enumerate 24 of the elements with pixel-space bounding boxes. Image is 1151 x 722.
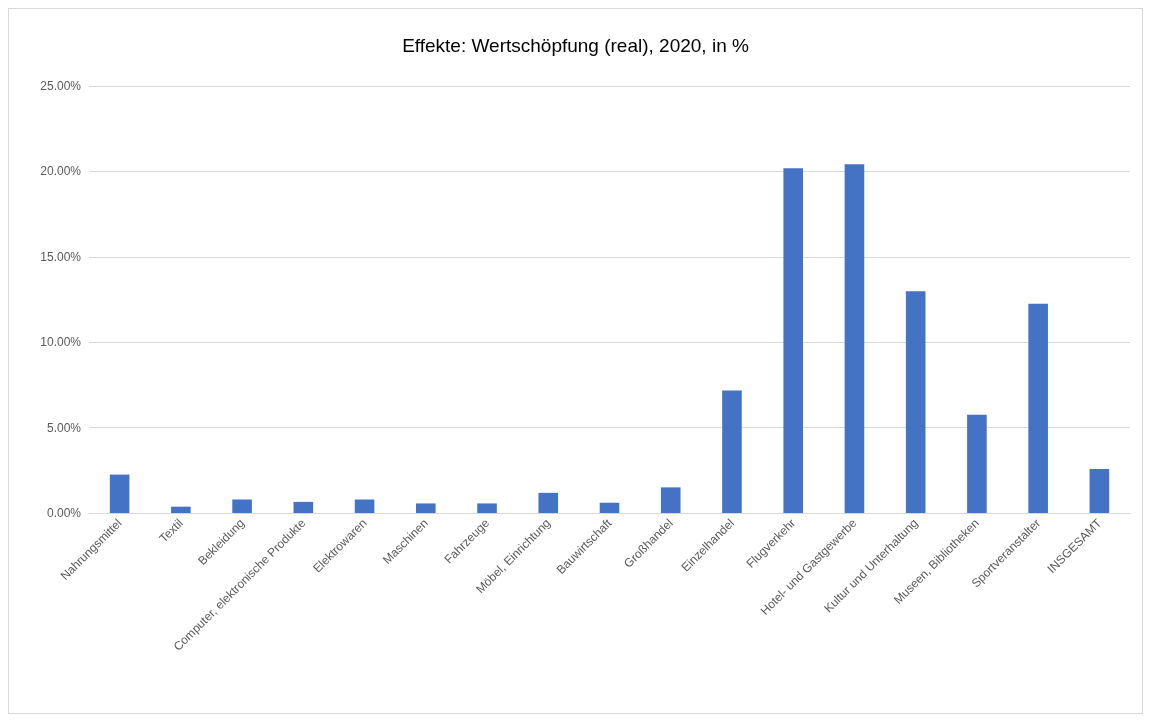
y-tick-label: 20.00% [40,164,82,179]
bar [1028,303,1048,513]
y-tick-label: 5.00% [46,420,82,435]
bar [109,474,130,513]
bar [171,506,191,513]
bar [722,390,742,513]
bar [599,502,620,513]
bar [660,487,681,513]
y-tick-label: 15.00% [40,249,82,264]
bar [416,503,436,513]
bar [905,291,926,513]
bar [293,501,314,513]
y-tick-label: 25.00% [40,79,82,93]
bar [1089,468,1110,513]
bar [232,499,252,513]
bar [354,499,375,513]
bar [538,492,559,513]
bar [783,168,803,513]
bar [477,503,497,513]
y-tick-label: 0.00% [46,506,82,520]
bar [844,164,865,513]
bar [967,414,987,513]
chart-title: Effekte: Wertschöpfung (real), 2020, in % [402,35,749,56]
y-tick-label: 10.00% [40,335,82,350]
